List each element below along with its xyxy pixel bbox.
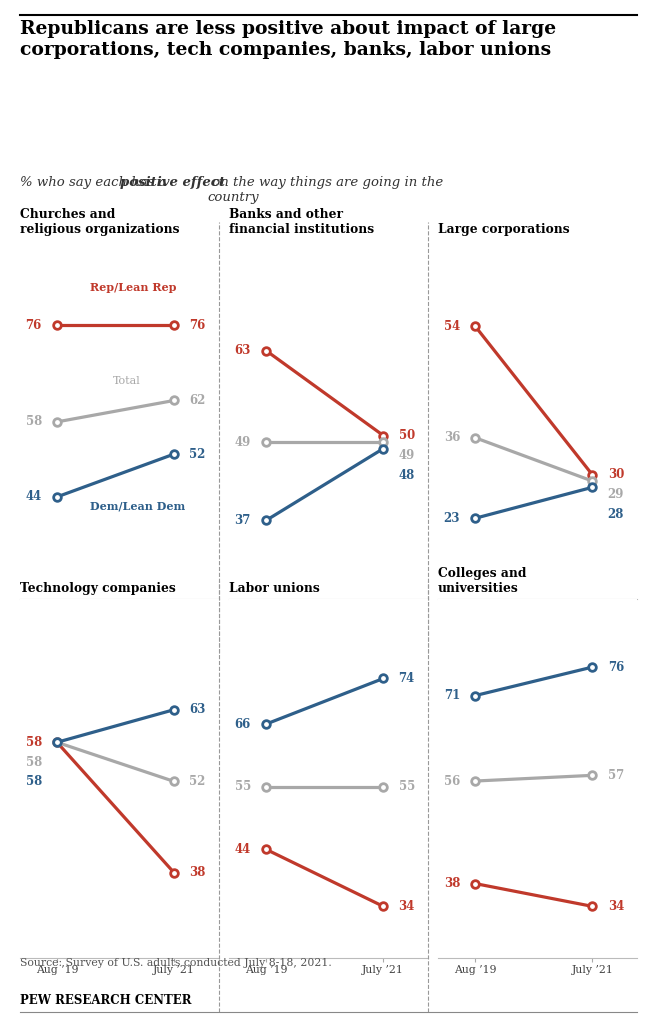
Text: 58: 58 (25, 736, 42, 749)
Text: 44: 44 (25, 490, 42, 504)
Text: 52: 52 (189, 775, 206, 787)
Text: 44: 44 (235, 843, 251, 856)
Text: 50: 50 (398, 429, 415, 442)
Text: 58: 58 (25, 756, 42, 769)
Text: 56: 56 (444, 774, 460, 787)
Text: 63: 63 (235, 344, 251, 357)
Text: 63: 63 (189, 703, 206, 716)
Text: positive effect: positive effect (120, 176, 225, 188)
Text: 38: 38 (444, 878, 460, 890)
Text: Republicans are less positive about impact of large
corporations, tech companies: Republicans are less positive about impa… (20, 20, 556, 58)
Text: 52: 52 (189, 447, 206, 461)
Text: 58: 58 (25, 775, 42, 788)
Text: PEW RESEARCH CENTER: PEW RESEARCH CENTER (20, 994, 191, 1008)
Text: 71: 71 (444, 689, 460, 702)
Text: Total: Total (113, 376, 141, 386)
Text: Colleges and
universities: Colleges and universities (438, 566, 526, 595)
Text: Rep/Lean Rep: Rep/Lean Rep (90, 283, 176, 293)
Text: 34: 34 (608, 900, 624, 912)
Text: 74: 74 (398, 672, 415, 685)
Text: on the way things are going in the
country: on the way things are going in the count… (208, 176, 443, 204)
Text: 23: 23 (443, 512, 460, 524)
Text: 76: 76 (189, 318, 205, 332)
Text: 48: 48 (398, 469, 415, 481)
Text: 76: 76 (25, 318, 42, 332)
Text: 55: 55 (398, 780, 415, 794)
Text: 55: 55 (235, 780, 251, 794)
Text: 36: 36 (444, 431, 460, 444)
Text: 38: 38 (189, 866, 206, 880)
Text: 76: 76 (608, 660, 624, 674)
Text: 66: 66 (235, 718, 251, 730)
Text: Technology companies: Technology companies (20, 582, 176, 595)
Text: 58: 58 (25, 416, 42, 428)
Text: Source: Survey of U.S. adults conducted July 8-18, 2021.: Source: Survey of U.S. adults conducted … (20, 957, 332, 968)
Text: 49: 49 (398, 449, 415, 462)
Text: 34: 34 (398, 900, 415, 912)
Text: % who say each has a: % who say each has a (20, 176, 170, 188)
Text: Dem/Lean Dem: Dem/Lean Dem (90, 501, 185, 511)
Text: 54: 54 (444, 319, 460, 333)
Text: Large corporations: Large corporations (438, 223, 569, 236)
Text: 37: 37 (235, 514, 251, 527)
Text: 49: 49 (235, 435, 251, 449)
Text: 28: 28 (608, 508, 624, 521)
Text: Churches and
religious organizations: Churches and religious organizations (20, 208, 179, 236)
Text: Labor unions: Labor unions (229, 582, 319, 595)
Text: 57: 57 (608, 769, 624, 782)
Text: 29: 29 (608, 488, 624, 501)
Text: 30: 30 (608, 468, 624, 481)
Text: Banks and other
financial institutions: Banks and other financial institutions (229, 208, 374, 236)
Text: 62: 62 (189, 394, 206, 407)
